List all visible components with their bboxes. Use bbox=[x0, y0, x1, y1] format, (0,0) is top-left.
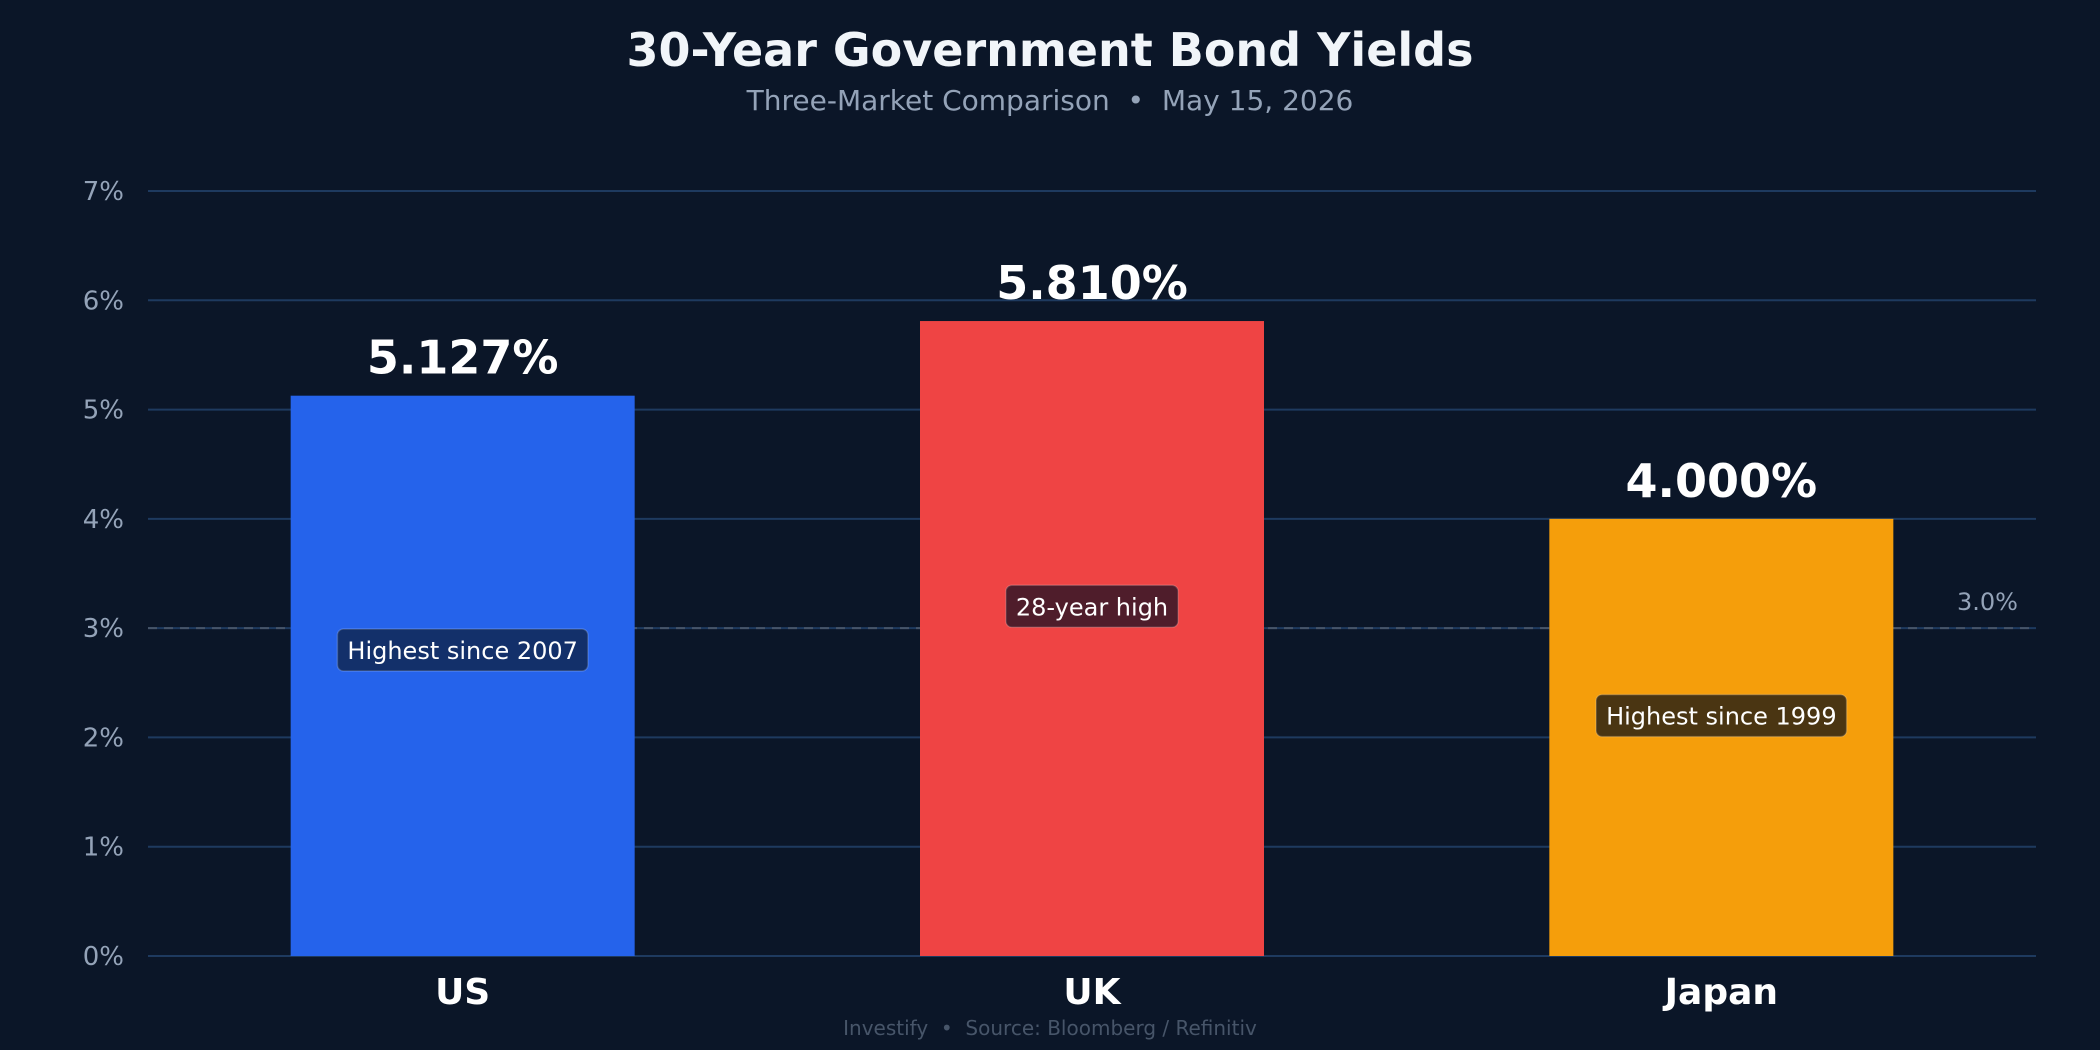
annotation-text: 28-year high bbox=[1016, 593, 1168, 621]
y-tick-label: 7% bbox=[83, 177, 124, 207]
reference-line-label: 3.0% bbox=[1957, 588, 2018, 616]
annotation-badge-background bbox=[1595, 693, 1848, 738]
y-axis-ticks: 0% 1% 2% 3% 4% 5% 6% 7% bbox=[83, 177, 124, 972]
annotation-text: Highest since 2007 bbox=[347, 637, 578, 665]
chart-footer: Investify • Source: Bloomberg / Refiniti… bbox=[843, 1016, 1257, 1040]
bar-us bbox=[290, 395, 635, 956]
bar-labels: 5.127% US Highest since 2007 5.810% UK 28-yea… bbox=[336, 256, 1848, 1013]
y-tick-label: 0% bbox=[83, 942, 124, 972]
y-tick-label: 3% bbox=[83, 614, 124, 644]
bar-uk bbox=[920, 321, 1264, 956]
category-label-uk: UK bbox=[1063, 972, 1121, 1013]
y-tick-label: 4% bbox=[83, 505, 124, 535]
y-tick-label: 2% bbox=[83, 723, 124, 753]
value-label-us: 5.127% bbox=[367, 331, 559, 385]
y-tick-label: 5% bbox=[83, 396, 124, 426]
value-label-uk: 5.810% bbox=[996, 256, 1188, 310]
annotation-badge-us: Highest since 2007 bbox=[336, 628, 589, 672]
value-label-japan: 4.000% bbox=[1626, 454, 1818, 508]
bar-japan bbox=[1549, 518, 1894, 956]
annotation-text: Highest since 1999 bbox=[1606, 703, 1837, 731]
annotation-badge-uk: 28-year high bbox=[1005, 584, 1179, 629]
y-tick-label: 6% bbox=[83, 286, 124, 316]
y-tick-label: 1% bbox=[83, 833, 124, 863]
chart-subtitle: Three-Market Comparison • May 15, 2026 bbox=[746, 84, 1354, 117]
category-label-japan: Japan bbox=[1662, 972, 1778, 1013]
annotation-badge-japan: Highest since 1999 bbox=[1595, 693, 1848, 738]
annotation-badge-background bbox=[336, 628, 589, 672]
annotation-badge-background bbox=[1005, 584, 1179, 629]
category-label-us: US bbox=[435, 972, 490, 1013]
bars bbox=[290, 321, 1894, 956]
chart-title: 30-Year Government Bond Yields bbox=[627, 23, 1474, 77]
